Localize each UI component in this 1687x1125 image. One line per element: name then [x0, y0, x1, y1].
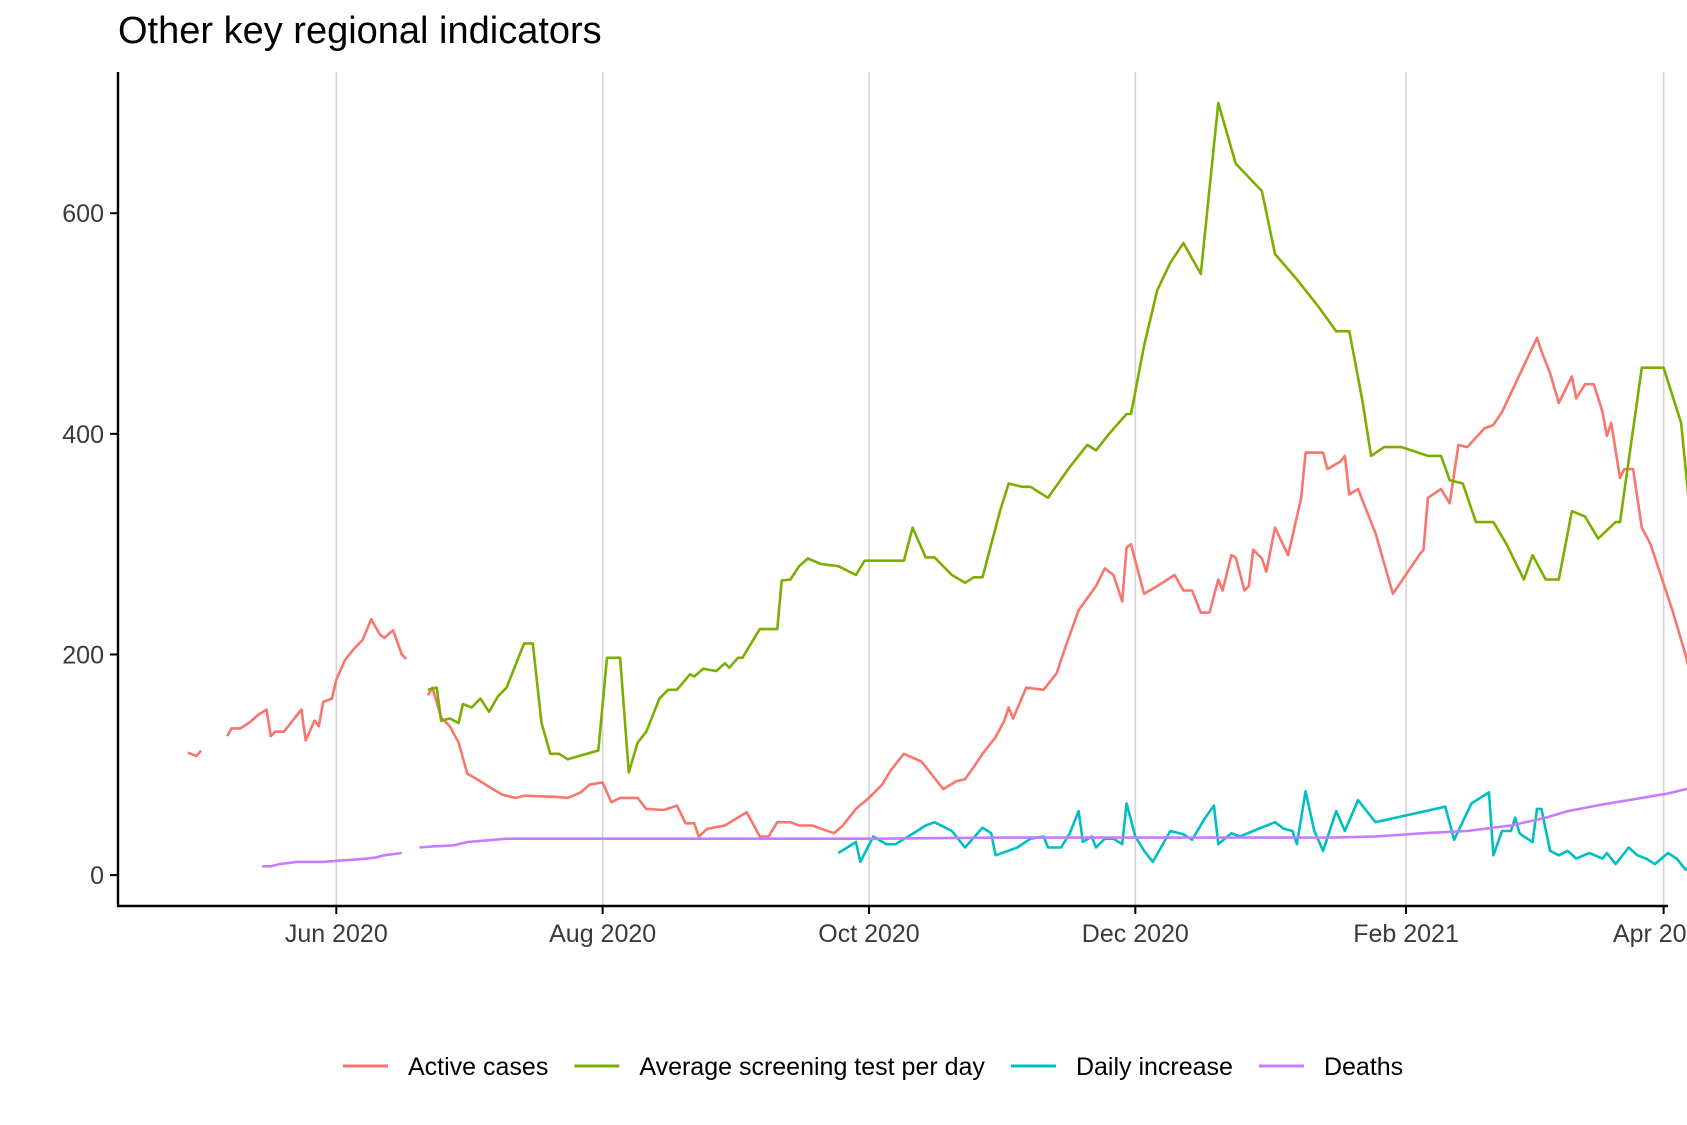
- series-active-cases: [187, 336, 1687, 838]
- series-line: [426, 423, 1494, 838]
- x-tick-label: Oct 2020: [818, 920, 919, 948]
- legend-label: Deaths: [1324, 1053, 1403, 1081]
- series-line: [1492, 336, 1687, 667]
- x-tick-label: Aug 2020: [549, 920, 656, 948]
- y-tick-label: 400: [62, 421, 104, 449]
- y-tick-label: 200: [62, 641, 104, 669]
- y-tick-label: 0: [90, 862, 104, 890]
- legend-label: Daily increase: [1076, 1053, 1233, 1081]
- series-deaths: [262, 787, 1687, 868]
- series-line: [187, 749, 203, 758]
- series-average-screening-test-per-day: [427, 101, 1687, 774]
- x-tick-label: Dec 2020: [1082, 920, 1189, 948]
- series-line: [226, 617, 408, 742]
- series-line: [837, 789, 1687, 871]
- x-tick-label: Apr 2021: [1613, 920, 1687, 948]
- legend: Active cases Average screening test per d…: [343, 1053, 1403, 1081]
- y-tick-label: 600: [62, 200, 104, 228]
- series-line: [419, 787, 1687, 849]
- axes: Jun 2020 Aug 2020 Oct 2020 Dec 2020 Feb 2021…: [62, 72, 1687, 948]
- series-daily-increase: [837, 789, 1687, 871]
- legend-label: Average screening test per day: [639, 1053, 985, 1081]
- chart-title: Other key regional indicators: [118, 10, 602, 52]
- x-tick-label: Jun 2020: [285, 920, 388, 948]
- series-lines: [187, 101, 1687, 871]
- legend-label: Active cases: [408, 1053, 548, 1081]
- x-tick-label: Feb 2021: [1353, 920, 1459, 948]
- series-line: [262, 851, 402, 868]
- series-line: [427, 101, 1687, 774]
- gridlines: [335, 72, 1665, 906]
